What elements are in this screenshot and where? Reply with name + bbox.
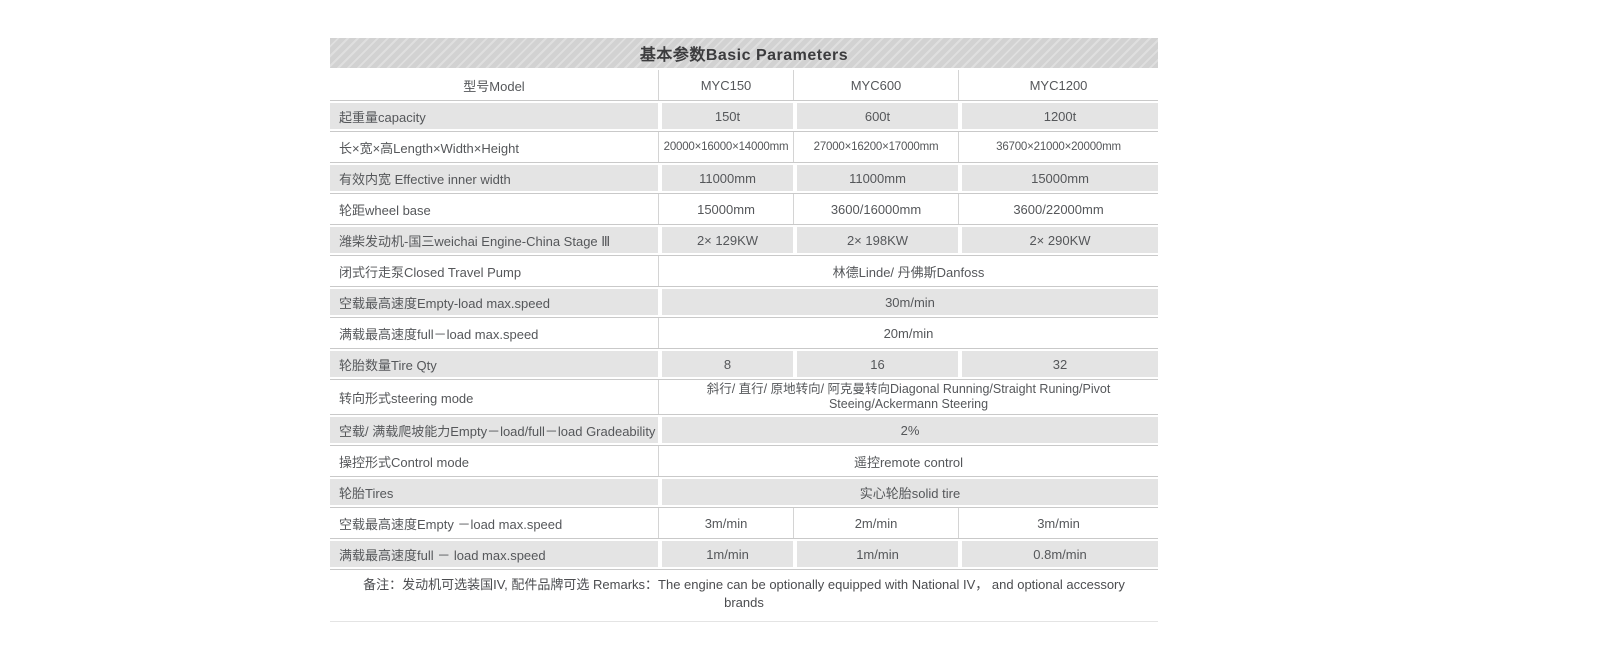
row-span-value: 30m/min [658, 287, 1158, 317]
row-value: 3600/22000mm [958, 194, 1158, 224]
row-value: 15000mm [958, 163, 1158, 193]
row-label: 轮胎Tires [339, 485, 394, 501]
table-row: 轮胎数量Tire Qty 8 16 32 [330, 349, 1158, 380]
row-span-value: 2% [658, 415, 1158, 445]
row-value: 3600/16000mm [793, 194, 958, 224]
row-label: 型号Model [463, 78, 525, 94]
table-row: 转向形式steering mode 斜行/ 直行/ 原地转向/ 阿克曼转向Diag… [330, 380, 1158, 415]
row-value: 1m/min [793, 539, 958, 569]
row-label: 空载最高速度Empty-load max.speed [339, 295, 550, 311]
table-row: 有效内宽 Effective inner width 11000mm 11000mm… [330, 163, 1158, 194]
row-label: 长×宽×高Length×Width×Height [339, 140, 519, 156]
row-label: 满载最高速度full－load max.speed [339, 326, 539, 342]
table-row: 空载/ 满载爬坡能力Empty－load/full－load Gradeabil… [330, 415, 1158, 446]
row-value: 2m/min [793, 508, 958, 538]
table-row: 轮胎Tires 实心轮胎solid tire [330, 477, 1158, 508]
row-label: 起重量capacity [339, 109, 426, 125]
row-label: 满载最高速度full － load max.speed [339, 547, 546, 563]
row-value: 2× 290KW [958, 225, 1158, 255]
spec-table: 基本参数Basic Parameters 型号Model MYC150 MYC600… [330, 38, 1158, 623]
row-value: 3m/min [658, 508, 793, 538]
row-value: MYC600 [793, 70, 958, 100]
row-span-value: 遥控remote control [658, 446, 1158, 476]
row-span-value: 斜行/ 直行/ 原地转向/ 阿克曼转向Diagonal Running/Stra… [658, 380, 1158, 414]
row-span-value: 林德Linde/ 丹佛斯Danfoss [658, 256, 1158, 286]
table-row: 潍柴发动机-国三weichai Engine-China Stage Ⅲ 2× 1… [330, 225, 1158, 256]
row-value: 36700×21000×20000mm [958, 132, 1158, 162]
row-label: 闭式行走泵Closed Travel Pump [339, 264, 522, 280]
table-row: 轮距wheel base 15000mm 3600/16000mm 3600/2200… [330, 194, 1158, 225]
row-value: 11000mm [658, 163, 793, 193]
row-value: 1m/min [658, 539, 793, 569]
row-value: MYC1200 [958, 70, 1158, 100]
table-row: 满载最高速度full － load max.speed 1m/min 1m/min 0… [330, 539, 1158, 570]
table-row: 满载最高速度full－load max.speed 20m/min [330, 318, 1158, 349]
row-span-value: 20m/min [658, 318, 1158, 348]
table-body: 型号Model MYC150 MYC600 MYC1200 起重量capacity 150… [330, 70, 1158, 570]
row-value: MYC150 [658, 70, 793, 100]
row-value: 20000×16000×14000mm [658, 132, 793, 162]
row-value: 15000mm [658, 194, 793, 224]
row-label: 有效内宽 Effective inner width [339, 171, 511, 187]
table-row: 长×宽×高Length×Width×Height 20000×16000×1400… [330, 132, 1158, 163]
row-span-value: 实心轮胎solid tire [658, 477, 1158, 507]
table-row: 闭式行走泵Closed Travel Pump 林德Linde/ 丹佛斯Danfo… [330, 256, 1158, 287]
row-value: 27000×16200×17000mm [793, 132, 958, 162]
table-row: 型号Model MYC150 MYC600 MYC1200 [330, 70, 1158, 101]
row-value: 3m/min [958, 508, 1158, 538]
row-label: 转向形式steering mode [339, 390, 474, 406]
table-row: 空载最高速度Empty-load max.speed 30m/min [330, 287, 1158, 318]
row-label: 空载/ 满载爬坡能力Empty－load/full－load Gradeabil… [339, 423, 656, 439]
row-label: 轮距wheel base [339, 202, 431, 218]
table-row: 操控形式Control mode 遥控remote control [330, 446, 1158, 477]
row-value: 150t [658, 101, 793, 131]
row-label: 潍柴发动机-国三weichai Engine-China Stage Ⅲ [339, 233, 611, 249]
table-row: 起重量capacity 150t 600t 1200t [330, 101, 1158, 132]
table-row: 空载最高速度Empty －load max.speed 3m/min 2m/min 3… [330, 508, 1158, 539]
row-value: 2× 129KW [658, 225, 793, 255]
footer-note: 备注：发动机可选装国IV, 配件品牌可选 Remarks：The engine … [330, 572, 1158, 623]
row-label: 操控形式Control mode [339, 454, 470, 470]
row-value: 16 [793, 349, 958, 379]
row-value: 600t [793, 101, 958, 131]
row-value: 11000mm [793, 163, 958, 193]
row-value: 1200t [958, 101, 1158, 131]
row-value: 8 [658, 349, 793, 379]
table-title: 基本参数Basic Parameters [330, 38, 1158, 70]
row-value: 0.8m/min [958, 539, 1158, 569]
row-value: 2× 198KW [793, 225, 958, 255]
row-label: 轮胎数量Tire Qty [339, 357, 437, 373]
row-label: 空载最高速度Empty －load max.speed [339, 516, 563, 532]
row-value: 32 [958, 349, 1158, 379]
